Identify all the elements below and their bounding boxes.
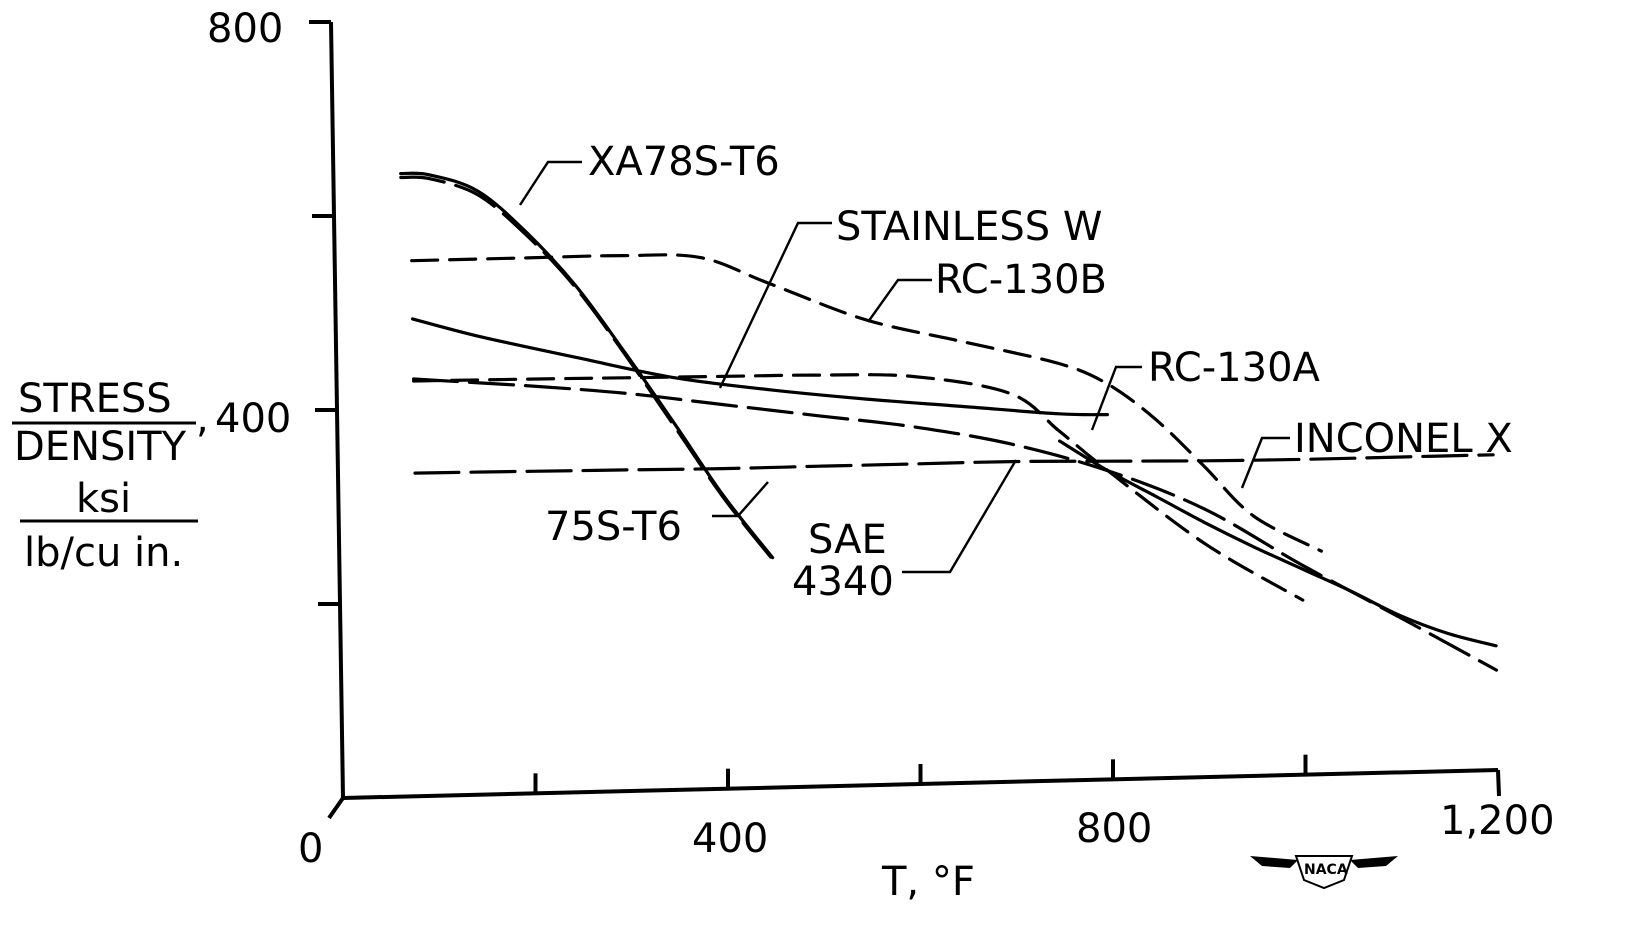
label-xa78s-t6: XA78S-T6 [588,139,780,185]
naca-logo-text: NACA [1304,862,1348,878]
naca-logo: NACA [1250,855,1398,890]
series-line-sae-4340-high-temp [1058,439,1498,648]
y-axis-label: STRESS DENSITY , ksi lb/cu in. [12,376,209,576]
series-line-75s-t6 [399,171,775,560]
label-rc-130a: RC-130A [1148,345,1321,391]
series-line-rc-130a [411,317,1109,417]
label-75s-t6: 75S-T6 [545,504,682,550]
label-inconel-x: INCONEL X [1294,416,1513,462]
leader-stainless-w [718,221,832,389]
naca-logo-right-wing [1350,856,1398,868]
axes [309,20,1501,820]
naca-logo-shield [1294,855,1354,890]
x-tick-label-800: 800 [1076,806,1152,852]
x-axis-label: T, °F [881,859,975,905]
origin-tick [327,796,345,820]
y-axis-label-line-4: lb/cu in. [24,530,183,576]
leader-sae-4340 [902,459,1018,574]
x-tick-label-1200: 1,200 [1440,798,1555,844]
y-tick-label-800: 800 [207,6,283,52]
series-line-stainless-w [412,373,1305,602]
series-line-xa78s-t6 [399,175,775,562]
x-axis-end-tick [1496,769,1501,797]
label-rc-130b: RC-130B [935,257,1107,303]
leader-rc-130b [867,278,932,323]
series-line-rc-130b [410,253,1323,553]
label-sae-4340-line-1: SAE [808,517,887,563]
label-sae-4340-line-2: 4340 [792,559,894,605]
label-stainless-w: STAINLESS W [836,204,1102,250]
series-line-inconel-x [413,453,1495,475]
series-group [399,171,1499,672]
y-axis-label-comma: , [196,396,209,442]
naca-logo-left-wing [1250,856,1298,868]
series-line-sae-4340 [412,377,1499,672]
y-axis-label-line-2: DENSITY [14,424,187,470]
leader-xa78s-t6 [518,160,582,206]
y-tick-label-400: 400 [215,396,291,442]
x-tick-label-0: 0 [298,826,323,872]
leader-rc-130a [1090,365,1142,431]
y-axis-label-line-1: STRESS [18,376,172,422]
x-tick-label-400: 400 [692,816,768,862]
leader-75s-t6 [712,481,769,518]
y-axis-label-line-3: ksi [76,476,131,522]
leader-inconel-x [1240,436,1290,489]
label-leaders [518,160,1290,574]
